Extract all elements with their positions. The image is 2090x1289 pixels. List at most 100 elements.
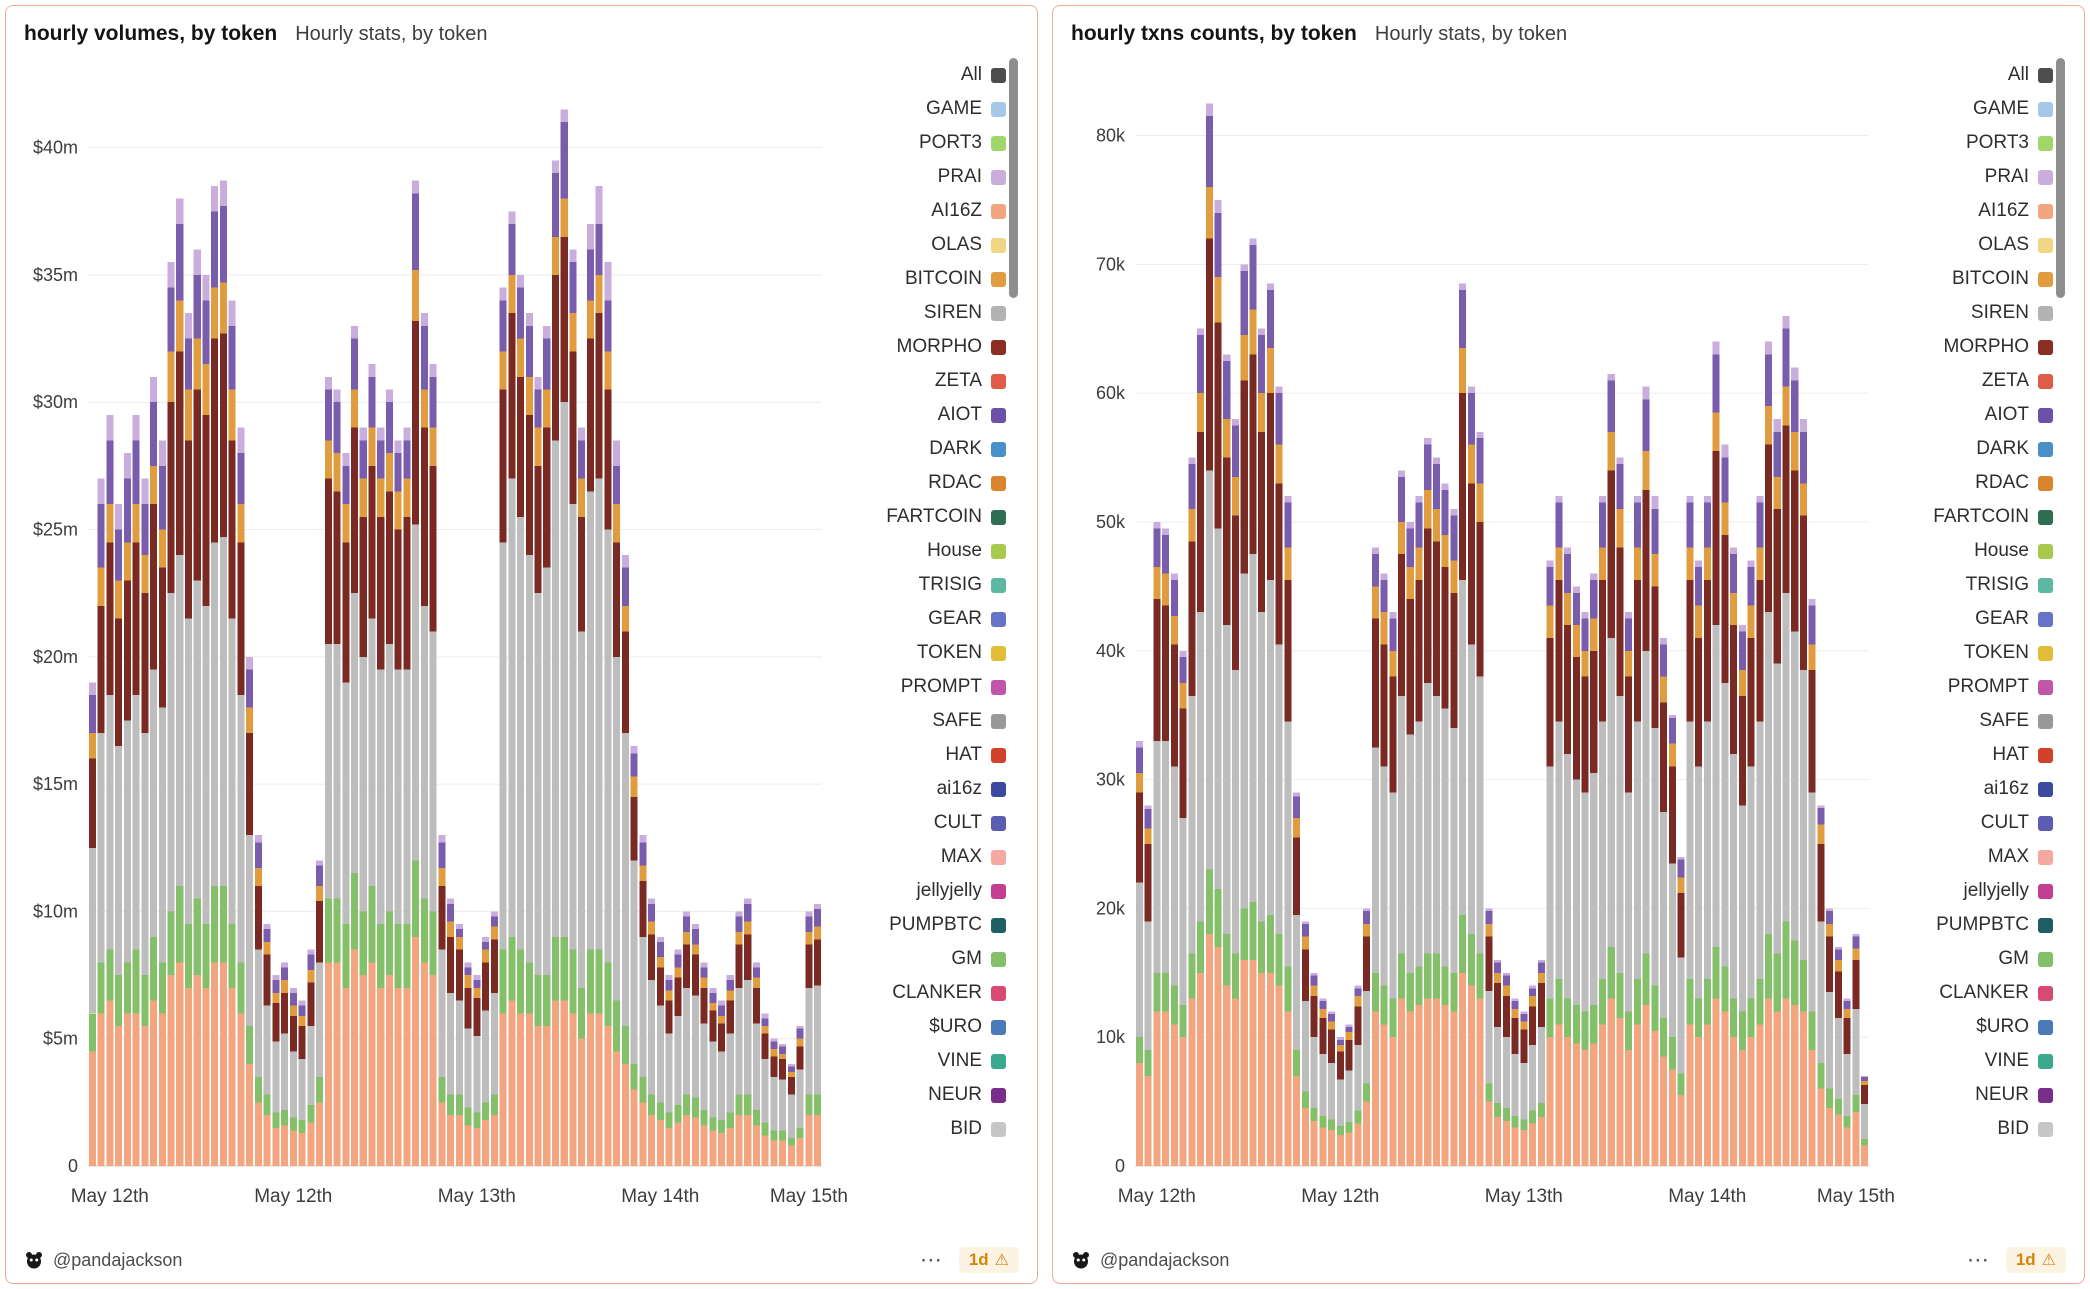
bar-segment-MORPHO[interactable] xyxy=(1852,959,1860,1009)
bar-segment-AI16Z[interactable] xyxy=(569,1013,577,1166)
bar-segment-MORPHO[interactable] xyxy=(1546,637,1554,767)
bar-segment-PRAI[interactable] xyxy=(1197,328,1205,336)
bar-segment-PRAI[interactable] xyxy=(604,262,612,301)
bar-segment-AI16Z[interactable] xyxy=(639,1102,647,1166)
bar-segment-BITCOIN[interactable] xyxy=(691,944,699,955)
bar-segment-AI16Z[interactable] xyxy=(150,1000,158,1166)
bar-segment-SIREN[interactable] xyxy=(709,1041,717,1118)
bar-segment-BITCOIN[interactable] xyxy=(464,975,472,988)
bar-segment-SIREN[interactable] xyxy=(1686,721,1694,980)
legend-item-prompt[interactable]: PROMPT xyxy=(1875,670,2053,704)
bar-segment-GM[interactable] xyxy=(1861,1138,1869,1146)
bar-segment-SIREN[interactable] xyxy=(1782,592,1790,922)
bar-segment-SIREN[interactable] xyxy=(779,1079,787,1131)
bar-segment-GM[interactable] xyxy=(1249,901,1257,960)
bar-segment-BITCOIN[interactable] xyxy=(551,236,560,275)
bar-segment-AI16Z[interactable] xyxy=(1590,1043,1598,1166)
bar-segment-AIOT[interactable] xyxy=(551,173,560,237)
bar-segment-MORPHO[interactable] xyxy=(88,758,96,848)
bar-segment-MORPHO[interactable] xyxy=(1170,644,1178,767)
bar-segment-PRAI[interactable] xyxy=(735,911,743,917)
bar-segment-PRAI[interactable] xyxy=(1756,496,1764,503)
bar-segment-PRAI[interactable] xyxy=(499,287,507,301)
bar-segment-AIOT[interactable] xyxy=(656,941,664,958)
bar-segment-MORPHO[interactable] xyxy=(717,1023,726,1052)
bar-segment-AI16Z[interactable] xyxy=(403,987,411,1166)
bar-segment-MORPHO[interactable] xyxy=(1564,625,1572,754)
bar-segment-AIOT[interactable] xyxy=(438,842,446,869)
bar-segment-BITCOIN[interactable] xyxy=(683,931,691,945)
bar-segment-AI16Z[interactable] xyxy=(115,1025,123,1166)
bar-segment-MORPHO[interactable] xyxy=(228,440,236,619)
bar-segment-BITCOIN[interactable] xyxy=(1537,972,1545,984)
bar-segment-AIOT[interactable] xyxy=(1467,393,1475,445)
bar-segment-BITCOIN[interactable] xyxy=(246,707,254,734)
bar-segment-PRAI[interactable] xyxy=(1450,509,1458,516)
bar-segment-BITCOIN[interactable] xyxy=(1633,547,1641,580)
legend-item-siren[interactable]: SIREN xyxy=(828,296,1006,330)
bar-segment-AIOT[interactable] xyxy=(1721,457,1729,503)
bar-segment-AIOT[interactable] xyxy=(761,1018,769,1026)
bar-segment-BITCOIN[interactable] xyxy=(569,313,577,352)
bar-segment-GM[interactable] xyxy=(219,885,227,963)
bar-segment-GM[interactable] xyxy=(744,1094,752,1116)
bar-segment-AIOT[interactable] xyxy=(1284,502,1292,548)
bar-segment-BITCOIN[interactable] xyxy=(1240,335,1248,381)
bar-segment-SIREN[interactable] xyxy=(517,516,525,950)
bar-segment-AI16Z[interactable] xyxy=(1738,1050,1746,1166)
bar-segment-SIREN[interactable] xyxy=(1415,721,1423,967)
bar-segment-PRAI[interactable] xyxy=(368,364,376,377)
bar-segment-MORPHO[interactable] xyxy=(1467,483,1475,645)
bar-segment-GM[interactable] xyxy=(717,1120,726,1133)
bar-segment-SIREN[interactable] xyxy=(1354,1044,1362,1111)
bar-segment-PRAI[interactable] xyxy=(674,949,682,955)
bar-segment-GM[interactable] xyxy=(726,1112,734,1128)
bar-segment-AIOT[interactable] xyxy=(1371,554,1379,587)
bar-segment-SIREN[interactable] xyxy=(735,987,743,1095)
bar-segment-SIREN[interactable] xyxy=(141,733,149,976)
bar-segment-MORPHO[interactable] xyxy=(1607,470,1615,638)
bar-segment-PRAI[interactable] xyxy=(412,180,420,194)
bar-segment-GM[interactable] xyxy=(1363,1083,1371,1102)
bar-segment-GM[interactable] xyxy=(1179,1004,1187,1038)
bar-segment-GM[interactable] xyxy=(272,1112,280,1128)
bar-segment-AI16Z[interactable] xyxy=(464,1125,472,1166)
bar-segment-PRAI[interactable] xyxy=(1651,496,1659,510)
bar-segment-MORPHO[interactable] xyxy=(1712,451,1720,625)
bar-segment-AIOT[interactable] xyxy=(691,929,699,945)
legend-item-safe[interactable]: SAFE xyxy=(828,704,1006,738)
bar-segment-AI16Z[interactable] xyxy=(482,1120,490,1166)
bar-segment-AIOT[interactable] xyxy=(1135,747,1143,774)
legend-item-bid[interactable]: BID xyxy=(1875,1112,2053,1146)
bar-segment-PRAI[interactable] xyxy=(141,478,149,505)
bar-segment-PRAI[interactable] xyxy=(569,249,577,263)
bar-segment-BITCOIN[interactable] xyxy=(333,453,341,492)
bar-segment-GM[interactable] xyxy=(490,1094,498,1116)
bar-segment-GM[interactable] xyxy=(1476,953,1484,999)
bar-segment-PRAI[interactable] xyxy=(1354,985,1362,989)
bar-segment-AI16Z[interactable] xyxy=(1660,1056,1668,1166)
bar-segment-MORPHO[interactable] xyxy=(482,962,490,1011)
bar-segment-MORPHO[interactable] xyxy=(1441,567,1449,709)
bar-segment-SIREN[interactable] xyxy=(1651,728,1659,986)
bar-segment-MORPHO[interactable] xyxy=(1179,708,1187,819)
bar-segment-BITCOIN[interactable] xyxy=(420,389,428,428)
bar-segment-PRAI[interactable] xyxy=(1275,386,1283,394)
bar-segment-PRAI[interactable] xyxy=(543,325,551,339)
bar-segment-GM[interactable] xyxy=(385,911,393,976)
bar-segment-BITCOIN[interactable] xyxy=(814,926,822,940)
bar-segment-AI16Z[interactable] xyxy=(1363,1101,1371,1166)
bar-segment-GM[interactable] xyxy=(123,962,131,1014)
bar-segment-SIREN[interactable] xyxy=(219,537,227,886)
bar-segment-AI16Z[interactable] xyxy=(744,1115,752,1166)
bar-segment-AI16Z[interactable] xyxy=(193,975,201,1166)
bar-segment-SIREN[interactable] xyxy=(1511,1053,1519,1116)
bar-segment-AI16Z[interactable] xyxy=(1799,1011,1807,1166)
bar-segment-SIREN[interactable] xyxy=(246,835,254,1026)
bar-segment-AIOT[interactable] xyxy=(1817,807,1825,825)
bar-segment-MORPHO[interactable] xyxy=(1625,676,1633,793)
bar-segment-AI16Z[interactable] xyxy=(377,987,385,1166)
bar-segment-GM[interactable] xyxy=(779,1130,787,1141)
bar-segment-MORPHO[interactable] xyxy=(254,885,262,950)
bar-segment-SIREN[interactable] xyxy=(499,542,507,950)
